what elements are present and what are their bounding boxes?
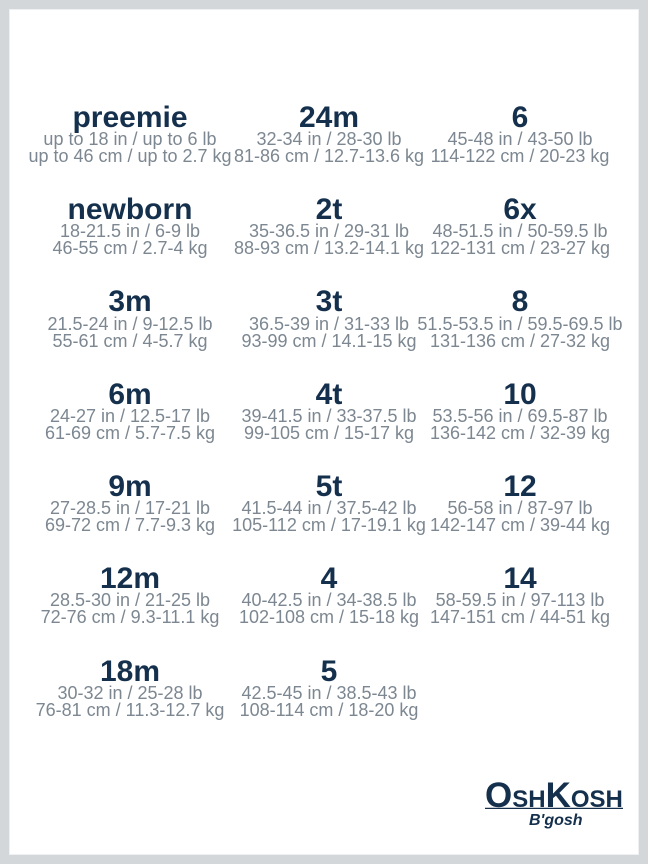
svg-text:B'gosh: B'gosh (529, 812, 583, 829)
svg-text:OSHKOSH: OSHKOSH (485, 776, 623, 815)
